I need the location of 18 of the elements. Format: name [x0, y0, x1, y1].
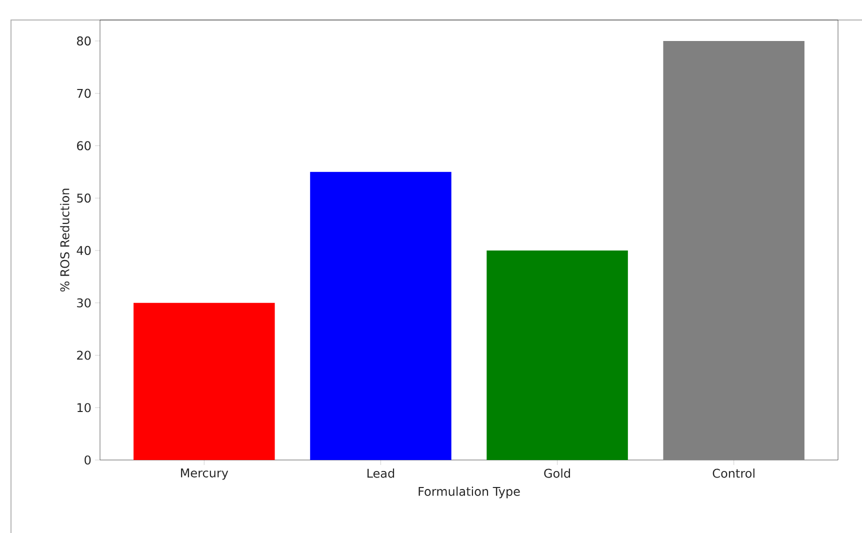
y-axis-title: % ROS Reduction: [60, 188, 70, 292]
x-tick-label: Gold: [544, 468, 570, 478]
bar: [134, 302, 275, 460]
y-tick-label: 40: [76, 246, 91, 256]
y-tick-label: 60: [77, 141, 91, 150]
y-tick-label: 20: [77, 350, 91, 360]
x-tick-label: Control: [712, 468, 754, 478]
y-tick-label: 50: [77, 194, 91, 203]
x-tick-label: Mercury: [181, 468, 228, 480]
y-tick-label: 10: [78, 403, 91, 412]
y-tick-label: 0: [84, 455, 91, 465]
y-tick-label: 70: [77, 88, 91, 98]
x-tick-label: Lead: [367, 468, 394, 478]
x-axis-title: Formulation Type: [418, 486, 520, 498]
bar: [310, 172, 452, 460]
y-tick-label: 30: [77, 298, 91, 308]
bar: [486, 250, 628, 460]
y-tick-label: 80: [77, 36, 91, 46]
